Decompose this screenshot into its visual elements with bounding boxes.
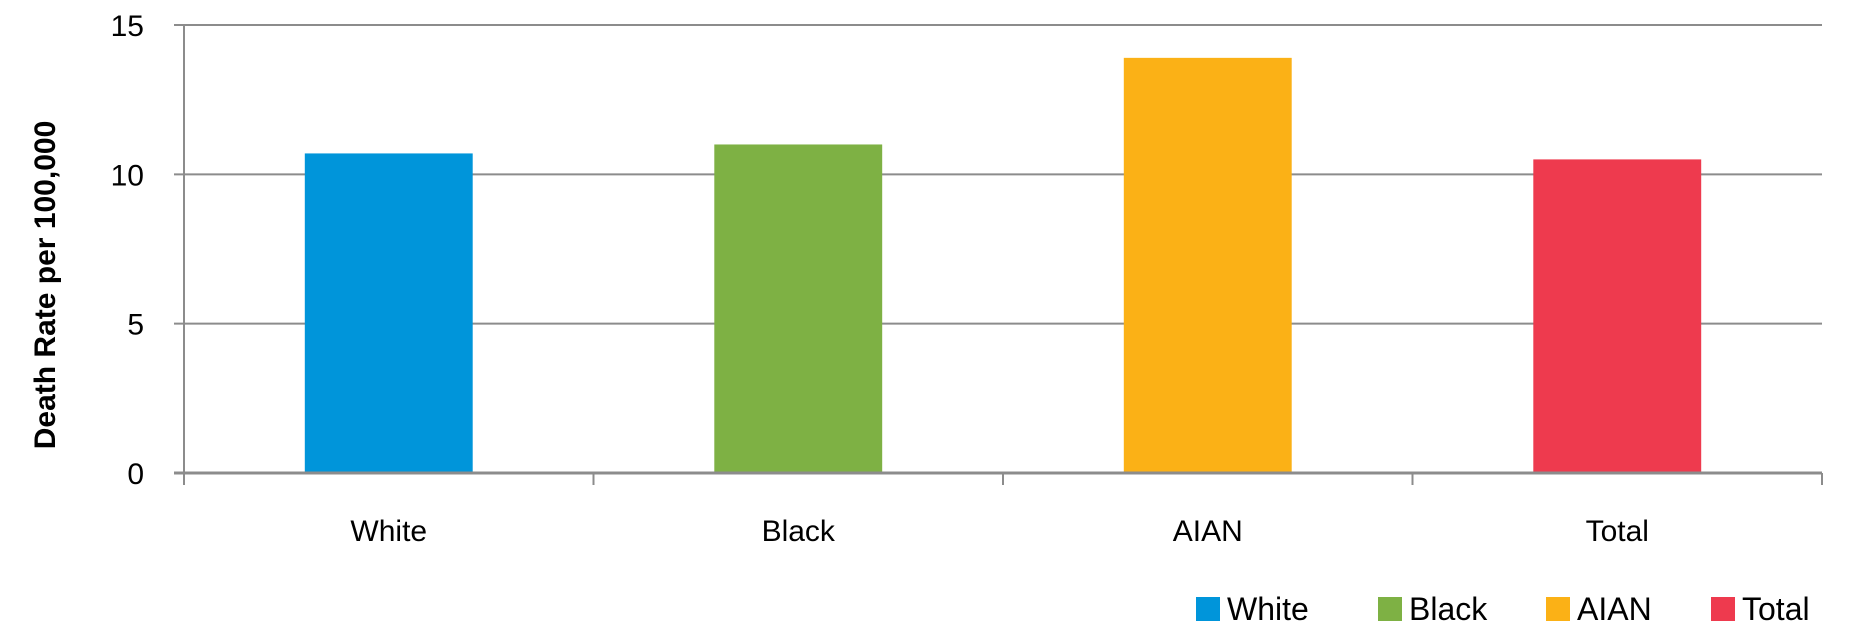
legend-item-white: White bbox=[1196, 591, 1309, 627]
legend-item-black: Black bbox=[1378, 591, 1488, 627]
x-tick-label: Black bbox=[762, 515, 836, 548]
y-tick-label: 5 bbox=[127, 309, 144, 342]
y-tick-label: 15 bbox=[111, 10, 144, 43]
bars bbox=[304, 57, 1702, 473]
x-tick-label: AIAN bbox=[1173, 515, 1243, 548]
legend-label: White bbox=[1227, 591, 1309, 627]
legend-item-aian: AIAN bbox=[1546, 591, 1652, 627]
bar-total bbox=[1533, 159, 1702, 473]
legend-swatch bbox=[1546, 597, 1570, 621]
bar-white bbox=[304, 153, 473, 473]
axes bbox=[174, 25, 1823, 485]
y-tick-labels: 0 5 10 15 bbox=[111, 10, 144, 491]
legend-label: Black bbox=[1409, 591, 1488, 627]
y-tick-label: 0 bbox=[127, 458, 144, 491]
legend-label: Total bbox=[1742, 591, 1810, 627]
legend-swatch bbox=[1711, 597, 1735, 621]
y-tick-label: 10 bbox=[111, 159, 144, 192]
x-tick-label: White bbox=[350, 515, 427, 548]
x-tick-label: Total bbox=[1586, 515, 1649, 548]
legend-label: AIAN bbox=[1577, 591, 1652, 627]
legend-swatch bbox=[1378, 597, 1402, 621]
bar-black bbox=[714, 144, 883, 473]
legend: White Black AIAN Total bbox=[1196, 591, 1810, 627]
legend-swatch bbox=[1196, 597, 1220, 621]
bar-aian bbox=[1123, 57, 1292, 473]
y-axis-title: Death Rate per 100,000 bbox=[29, 121, 62, 450]
x-tick-labels: White Black AIAN Total bbox=[350, 515, 1649, 548]
legend-item-total: Total bbox=[1711, 591, 1810, 627]
